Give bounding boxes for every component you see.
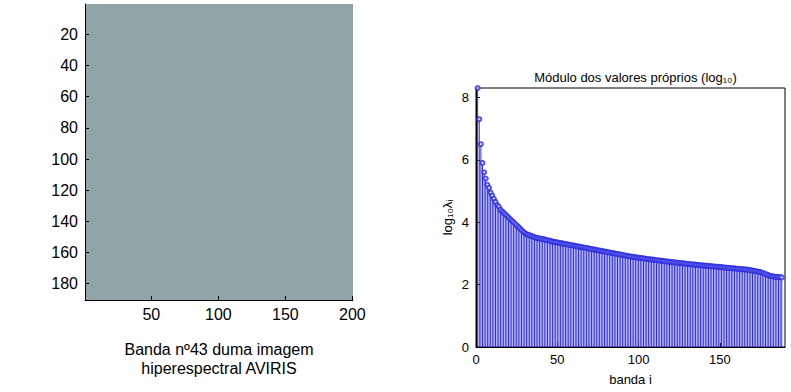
svg-text:140: 140 bbox=[51, 213, 78, 230]
svg-text:hiperespectral AVIRIS: hiperespectral AVIRIS bbox=[141, 360, 296, 377]
svg-text:100: 100 bbox=[205, 306, 232, 323]
svg-text:log₁₀λᵢ: log₁₀λᵢ bbox=[440, 200, 455, 236]
svg-text:80: 80 bbox=[60, 119, 78, 136]
svg-text:0: 0 bbox=[472, 352, 479, 367]
svg-text:20: 20 bbox=[60, 26, 78, 43]
svg-text:150: 150 bbox=[709, 352, 731, 367]
svg-text:100: 100 bbox=[628, 352, 650, 367]
svg-text:Banda nº43 duma imagem: Banda nº43 duma imagem bbox=[124, 341, 313, 358]
svg-text:60: 60 bbox=[60, 88, 78, 105]
svg-text:200: 200 bbox=[339, 306, 366, 323]
svg-text:40: 40 bbox=[60, 57, 78, 74]
svg-text:2: 2 bbox=[462, 277, 469, 292]
svg-text:0: 0 bbox=[462, 340, 469, 355]
svg-text:100: 100 bbox=[51, 151, 78, 168]
svg-text:180: 180 bbox=[51, 275, 78, 292]
svg-text:160: 160 bbox=[51, 244, 78, 261]
svg-text:8: 8 bbox=[462, 90, 469, 105]
svg-text:50: 50 bbox=[142, 306, 160, 323]
svg-text:banda i: banda i bbox=[609, 372, 652, 387]
svg-text:4: 4 bbox=[462, 215, 469, 230]
svg-text:150: 150 bbox=[272, 306, 299, 323]
svg-text:Módulo dos valores próprios (l: Módulo dos valores próprios (log₁₀) bbox=[534, 70, 737, 85]
svg-text:6: 6 bbox=[462, 152, 469, 167]
svg-text:120: 120 bbox=[51, 182, 78, 199]
svg-text:50: 50 bbox=[550, 352, 564, 367]
